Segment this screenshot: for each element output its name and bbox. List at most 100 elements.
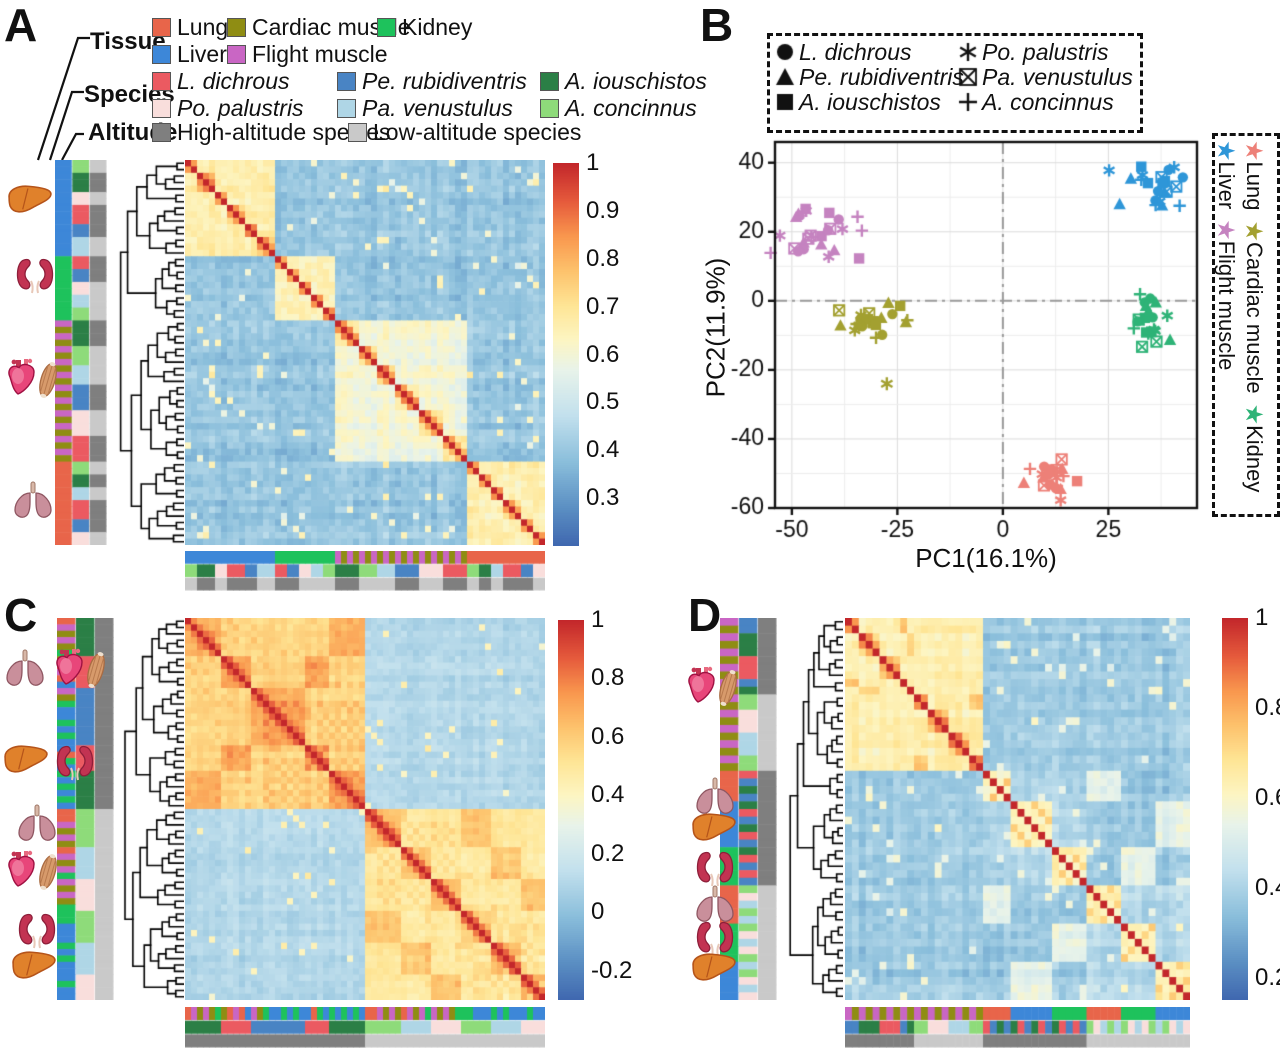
boxed-x-marker-icon [956, 65, 980, 89]
colorbar-tick-label: 0.4 [586, 436, 620, 464]
tissue-star-icon: ★ [1212, 219, 1239, 241]
species-color-swatch [152, 72, 171, 91]
heatmap-c-colorbar [558, 620, 584, 1000]
species-legend-label: Pa. venustulus [362, 95, 513, 121]
liver-kidneys-icon [2, 742, 98, 782]
pca-x-axis-title: PC1(16.1%) [915, 543, 1057, 573]
colorbar-tick-label: 1 [1255, 604, 1269, 631]
heatmap-a-row-annotation [55, 160, 107, 545]
tissue-legend-item: Kidney [377, 14, 472, 41]
altitude-color-swatch [348, 123, 367, 142]
panel-c-label: C [4, 589, 38, 641]
pca-tissue-legend-column: ★Liver★Flight muscle [1211, 140, 1240, 506]
pca-tissue-legend-label: Kidney [1242, 425, 1267, 493]
species-legend-item: Pa. venustulus [337, 95, 513, 122]
lungs-icon [692, 776, 738, 816]
tissue-legend-item: Liver [152, 41, 227, 68]
tissue-color-swatch [377, 18, 396, 37]
colorbar-tick-label: 0.2 [591, 839, 625, 867]
pca-tissue-legend-label: Lung [1242, 161, 1267, 211]
species-legend-label: L. dichrous [177, 68, 290, 94]
kidneys-icon [12, 255, 58, 295]
lungs-icon [14, 803, 60, 843]
colorbar-tick-label: 1 [591, 606, 605, 633]
kidneys-icon [14, 910, 60, 950]
pca-tissue-legend-box [1212, 133, 1280, 517]
lungs-heart-icon [2, 648, 108, 694]
tissue-color-swatch [227, 18, 246, 37]
pca-y-axis-title: PC2(11.9%) [700, 257, 731, 398]
species-legend-label: A. iouschistos [565, 68, 707, 94]
heart-icon [2, 850, 60, 896]
panel-a-label: A [4, 0, 38, 51]
colorbar-tick-label: 0.4 [1255, 873, 1280, 901]
tissue-color-swatch [227, 45, 246, 64]
tissue-legend-label: Kidney [402, 14, 473, 40]
altitude-legend-label: Low-altitude species [373, 119, 582, 145]
square-marker-icon [773, 90, 797, 114]
pca-tissue-legend-column: ★Lung★Cardiac muscle★Kidney [1239, 140, 1268, 506]
pca-tissue-legend-label: Liver [1214, 161, 1239, 210]
tissue-star-icon: ★ [1240, 220, 1267, 242]
altitude-color-swatch [152, 123, 171, 142]
heatmap-a-column-annotation [185, 551, 545, 591]
colorbar-tick-label: 0.6 [1255, 783, 1280, 811]
species-legend-label: Po. palustris [177, 95, 304, 121]
colorbar-tick-label: 0.8 [591, 664, 625, 692]
heatmap-d-dendrogram [779, 618, 843, 1000]
circle-marker-icon [773, 40, 797, 64]
colorbar-tick-label: 0 [591, 898, 605, 926]
heatmap-c-column-annotation [185, 1007, 545, 1048]
kidneys-icon [692, 848, 738, 888]
species-color-swatch [540, 72, 559, 91]
species-legend-item: A. iouschistos [540, 68, 707, 95]
asterisk-marker-icon [956, 40, 980, 64]
plus-marker-icon [956, 90, 980, 114]
heatmap-c [185, 618, 545, 1000]
colorbar-tick-label: 0.6 [586, 340, 620, 368]
tissue-star-icon: ★ [1240, 140, 1267, 162]
pca-tissue-legend-label: Cardiac muscle [1242, 241, 1267, 394]
tissue-color-swatch [152, 18, 171, 37]
lungs-icon [692, 884, 738, 924]
heatmap-a [185, 160, 545, 545]
colorbar-tick-label: 0.6 [591, 722, 625, 750]
tissue-legend-label: Flight muscle [252, 41, 388, 67]
species-legend-item: A. concinnus [540, 95, 697, 122]
pca-species-legend-label: A. concinnus [982, 89, 1114, 115]
panel-d-label: D [688, 589, 722, 641]
heatmap-d-colorbar [1222, 618, 1248, 1000]
pca-scatter-plot [700, 130, 1205, 585]
heatmap-c-dendrogram [118, 618, 184, 1000]
colorbar-tick-label: 1 [586, 149, 600, 176]
colorbar-tick-label: 0.5 [586, 388, 620, 416]
pca-species-legend-label: Pe. rubidiventris [799, 64, 964, 90]
liver-icon [690, 950, 738, 988]
kidneys-icon [692, 918, 738, 958]
liver-icon [6, 182, 54, 220]
species-legend-label: Pe. rubidiventris [362, 68, 527, 94]
species-legend-item: Po. palustris [152, 95, 304, 122]
panel-b-label: B [700, 0, 734, 51]
tissue-legend-item: Lung [152, 14, 228, 41]
tissue-star-icon: ★ [1212, 140, 1239, 162]
triangle-marker-icon [773, 65, 797, 89]
tissue-legend-label: Liver [177, 41, 227, 67]
colorbar-tick-label: 0.9 [586, 196, 620, 224]
heatmap-a-colorbar [553, 163, 579, 546]
tissue-legend-item: Flight muscle [227, 41, 387, 68]
species-legend-item: Pe. rubidiventris [337, 68, 527, 95]
pca-tissue-legend-label: Flight muscle [1214, 240, 1239, 371]
pca-species-legend-label: Pa. venustulus [982, 64, 1133, 90]
colorbar-tick-label: 0.2 [1255, 963, 1280, 991]
pca-species-legend-label: Po. palustris [982, 39, 1109, 65]
species-legend-item: L. dichrous [152, 68, 290, 95]
colorbar-tick-label: 0.7 [586, 292, 620, 320]
species-color-swatch [540, 99, 559, 118]
colorbar-tick-label: -0.2 [591, 956, 633, 984]
pca-species-legend-label: L. dichrous [799, 39, 912, 65]
colorbar-tick-label: 0.8 [586, 244, 620, 272]
tissue-color-swatch [152, 45, 171, 64]
heart-icon [682, 666, 740, 712]
